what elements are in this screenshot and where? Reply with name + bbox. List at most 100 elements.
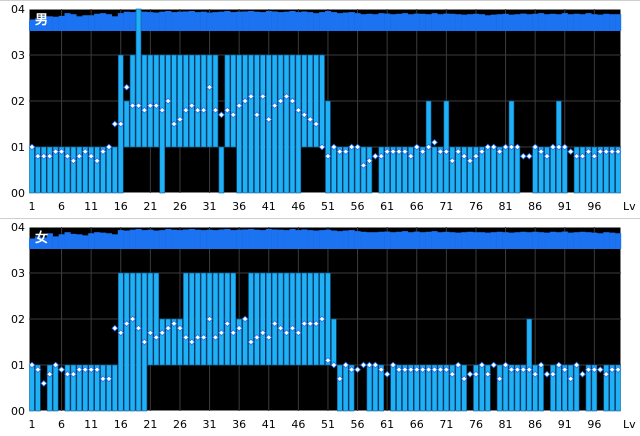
bar <box>64 364 71 412</box>
bar <box>615 146 621 194</box>
top-strip-bar <box>467 231 474 249</box>
x-tick-label: 61 <box>380 418 394 431</box>
top-strip-bar <box>242 229 249 249</box>
x-tick-label: 11 <box>84 200 98 213</box>
bar <box>118 272 124 412</box>
marker-point <box>336 375 344 383</box>
marker-point <box>371 152 379 160</box>
bar <box>573 146 580 194</box>
bar <box>532 146 538 194</box>
bar <box>70 146 77 194</box>
marker-point <box>377 366 385 373</box>
bar <box>461 146 467 194</box>
marker-point <box>34 152 42 160</box>
bar <box>461 364 467 412</box>
marker-point <box>383 148 391 155</box>
top-strip-bar <box>573 232 580 249</box>
bar <box>70 364 77 412</box>
marker-point <box>259 93 267 100</box>
bar <box>206 54 213 148</box>
top-strip-bar <box>461 232 468 249</box>
bar <box>473 146 479 194</box>
top-strip-bar <box>419 232 426 249</box>
marker-point <box>300 111 308 119</box>
bar <box>402 146 408 194</box>
marker-point <box>87 366 95 373</box>
bar <box>425 364 432 412</box>
marker-point <box>117 120 125 128</box>
bar <box>200 272 207 366</box>
top-strip-bar <box>526 14 533 31</box>
top-strip-bar <box>82 235 89 249</box>
top-strip-bar <box>46 16 53 31</box>
top-strip-bar <box>473 232 480 249</box>
marker-point <box>366 157 373 165</box>
bar <box>378 364 384 412</box>
marker-point <box>176 116 184 123</box>
x-tick-label: 6 <box>58 200 65 213</box>
marker-point <box>602 148 610 155</box>
x-tick-label: 46 <box>291 418 305 431</box>
marker-point <box>401 148 409 155</box>
marker-point <box>141 106 148 114</box>
top-strip-bar <box>64 13 71 31</box>
top-strip-bar <box>295 12 302 32</box>
marker-point <box>354 143 361 151</box>
marker-point <box>590 152 598 160</box>
marker-point <box>206 83 213 91</box>
marker-point <box>543 370 551 378</box>
top-strip-bar <box>123 11 130 31</box>
marker-point <box>70 157 77 165</box>
y-tick-label: 01 <box>11 359 25 372</box>
marker-point <box>525 366 533 373</box>
top-strip-bar <box>425 231 432 249</box>
marker-point <box>152 102 160 109</box>
marker-point <box>64 370 71 378</box>
marker-point <box>466 157 474 165</box>
top-strip-bar <box>325 11 332 32</box>
bar <box>585 146 592 194</box>
top-strip-bar <box>88 233 95 249</box>
bar <box>502 146 509 194</box>
top-strip-bar <box>52 236 59 249</box>
x-tick-label: 36 <box>232 200 246 213</box>
top-strip-bar <box>212 230 219 249</box>
marker-point <box>289 324 296 332</box>
bar <box>556 364 562 412</box>
marker-point <box>123 320 131 327</box>
top-strip-bar <box>478 232 486 249</box>
marker-point <box>537 148 545 155</box>
marker-point <box>425 366 432 373</box>
top-strip-bar <box>94 13 101 32</box>
bar <box>485 364 491 412</box>
x-tick-label: 21 <box>143 418 157 431</box>
marker-point <box>496 148 504 155</box>
marker-point <box>602 370 610 378</box>
marker-point <box>135 324 142 332</box>
marker-point <box>283 93 290 100</box>
top-strip-bar <box>549 13 557 32</box>
bar <box>29 146 35 194</box>
bar <box>408 364 414 412</box>
top-strip-bar <box>514 14 521 31</box>
top-strip-bar <box>206 229 213 249</box>
top-strip-bar <box>283 11 290 31</box>
marker-point <box>212 106 219 114</box>
bar <box>502 364 509 412</box>
bar <box>325 100 331 194</box>
bar <box>112 364 118 412</box>
bar <box>603 364 609 412</box>
top-strip-bar <box>224 229 231 249</box>
top-strip-bar <box>230 12 237 32</box>
top-strip-bar <box>224 11 231 32</box>
marker-point <box>158 106 166 114</box>
bar <box>260 54 266 194</box>
bar <box>183 54 189 148</box>
marker-point <box>585 148 592 155</box>
marker-point <box>377 152 385 160</box>
marker-point <box>111 324 119 332</box>
bar <box>230 272 236 366</box>
top-strip-bar <box>348 230 355 249</box>
marker-point <box>431 366 438 373</box>
marker-point <box>87 152 95 160</box>
